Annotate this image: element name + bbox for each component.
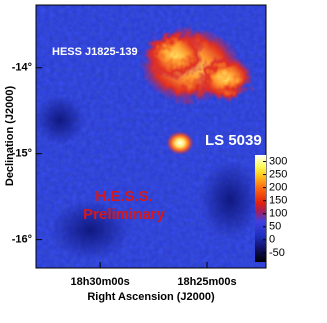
colorbar-tick-label: 300 [269, 155, 287, 167]
colorbar-tick-label: 0 [269, 234, 275, 246]
watermark: Preliminary [83, 206, 165, 223]
x-tick-label: 18h30m00s [70, 276, 129, 288]
colorbar-tick-label: 50 [269, 221, 281, 233]
colorbar-tick-label: 100 [269, 208, 287, 220]
colorbar-tick-label: 150 [269, 195, 287, 207]
y-tick-label: -16° [12, 234, 32, 246]
colorbar-tick-label: 200 [269, 182, 287, 194]
colorbar-tick-label: -50 [269, 247, 285, 259]
x-axis-title: Right Ascension (J2000) [87, 291, 215, 303]
y-axis-title: Declination (J2000) [4, 86, 16, 187]
colorbar-tick-label: 250 [269, 168, 287, 180]
watermark: H.E.S.S. [95, 188, 153, 205]
source-label: HESS J1825-139 [52, 46, 138, 58]
y-tick-label: -15° [12, 148, 32, 160]
source-label: LS 5039 [205, 132, 262, 149]
x-tick-label: 18h25m00s [177, 276, 236, 288]
plot-frame [35, 4, 267, 269]
sky-map [36, 5, 266, 268]
y-tick-label: -14° [12, 62, 32, 74]
colorbar [255, 155, 266, 262]
